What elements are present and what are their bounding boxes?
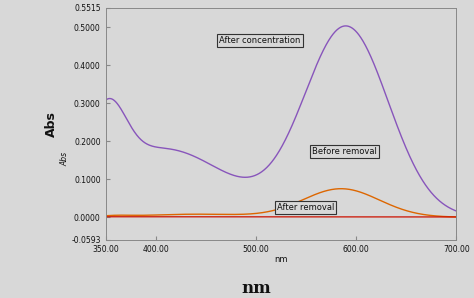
Text: Abs: Abs: [45, 111, 58, 137]
Text: nm: nm: [241, 280, 271, 297]
Text: After concentration: After concentration: [219, 36, 301, 45]
Text: After removal: After removal: [277, 203, 334, 212]
X-axis label: nm: nm: [274, 255, 288, 264]
Text: Before removal: Before removal: [312, 147, 377, 156]
Text: Abs: Abs: [61, 151, 70, 166]
